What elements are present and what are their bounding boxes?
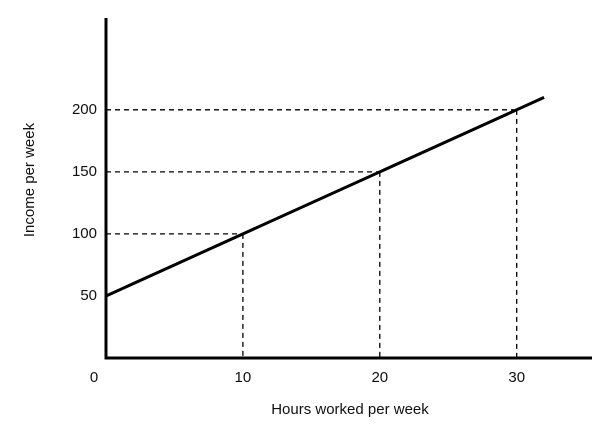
line [105,96,545,298]
x-axis-label: Hours worked per week [271,401,429,418]
y-tick-label: 200 [72,101,97,118]
x-tick-label: 0 [90,369,98,386]
y-tick-label: 100 [72,225,97,242]
y-axis-label: Income per week [21,122,38,237]
y-tick-label: 50 [80,287,97,304]
x-tick-label: 10 [235,369,252,386]
y-tick-label: 150 [72,163,97,180]
x-tick-label: 30 [508,369,525,386]
x-tick-label: 20 [371,369,388,386]
